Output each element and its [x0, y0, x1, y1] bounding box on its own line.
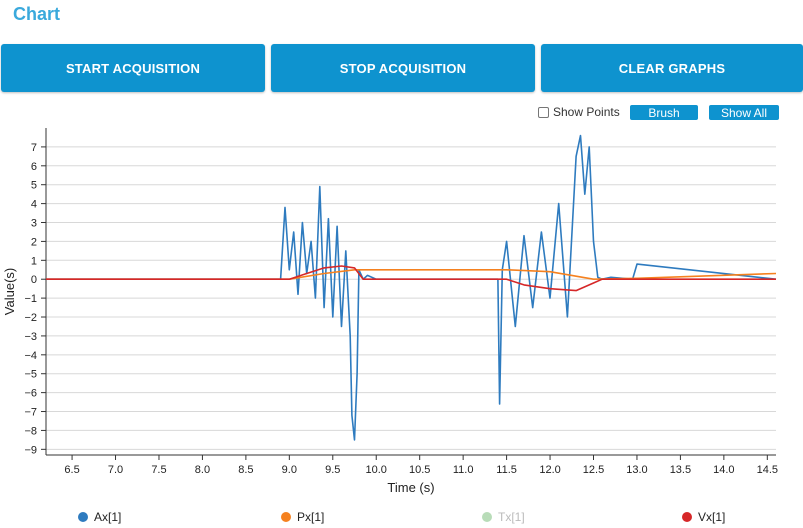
series-line-px-1	[46, 269, 777, 280]
clear-graphs-button[interactable]: CLEAR GRAPHS	[541, 44, 803, 92]
y-tick-label: −1	[24, 293, 37, 305]
y-tick-label: −7	[24, 407, 37, 419]
y-tick-label: 3	[31, 218, 37, 230]
x-tick-label: 11.0	[453, 464, 474, 476]
x-tick-label: 9.5	[325, 464, 340, 476]
y-tick-label: −2	[24, 312, 37, 324]
start-acquisition-button[interactable]: START ACQUISITION	[1, 44, 265, 92]
x-tick-label: 13.0	[626, 464, 647, 476]
series-line-ax-1	[46, 134, 777, 441]
y-tick-label: −5	[24, 369, 37, 381]
x-tick-label: 7.0	[108, 464, 123, 476]
legend-dot-icon	[78, 512, 88, 522]
x-tick-label: 12.0	[539, 464, 560, 476]
y-tick-label: −8	[24, 425, 37, 437]
x-tick-label: 13.5	[670, 464, 691, 476]
y-tick-label: −3	[24, 331, 37, 343]
series-line-vx-1	[46, 265, 776, 292]
show-points-toggle[interactable]: Show Points	[538, 105, 620, 119]
legend-label: Ax[1]	[94, 510, 122, 524]
y-tick-label: −9	[24, 444, 37, 456]
chart-series	[46, 134, 777, 441]
x-tick-label: 10.0	[366, 464, 387, 476]
line-chart[interactable]: 7 6 5 4 3 2 1 0 −1 −2 −3 −4 −5 −6 −7 −8 −9 6.5 7.0 7.5 8.0 8.…	[0, 125, 803, 505]
brush-button[interactable]: Brush	[630, 105, 698, 120]
legend-item-px-1[interactable]: Px[1]	[281, 510, 324, 524]
y-tick-label: −6	[24, 388, 37, 400]
page-title: Chart	[13, 4, 61, 24]
legend-dot-icon	[682, 512, 692, 522]
stop-acquisition-button[interactable]: STOP ACQUISITION	[271, 44, 535, 92]
y-tick-label: 6	[31, 161, 37, 173]
x-tick-label: 9.0	[282, 464, 297, 476]
chart-grid	[46, 146, 776, 450]
x-tick-label: 10.5	[409, 464, 430, 476]
y-tick-label: −4	[24, 350, 37, 362]
y-tick-label: 2	[31, 236, 37, 248]
y-tick-label: 4	[31, 199, 37, 211]
x-tick-label: 8.0	[195, 464, 210, 476]
y-tick-label: 7	[31, 142, 37, 154]
legend-dot-icon	[281, 512, 291, 522]
legend-item-ax-1[interactable]: Ax[1]	[78, 510, 121, 524]
chart-axes: 7 6 5 4 3 2 1 0 −1 −2 −3 −4 −5 −6 −7 −8 −9 6.5 7.0 7.5 8.0 8.…	[24, 128, 778, 476]
chart-legend: Ax[1] Px[1] Tx[1] Vx[1]	[0, 510, 803, 526]
x-tick-label: 8.5	[238, 464, 253, 476]
x-tick-label: 14.0	[713, 464, 734, 476]
y-tick-label: 0	[31, 274, 37, 286]
show-points-label: Show Points	[553, 105, 620, 119]
x-tick-label: 14.5	[757, 464, 778, 476]
legend-label: Vx[1]	[698, 510, 726, 524]
show-all-button[interactable]: Show All	[709, 105, 779, 120]
y-tick-label: 5	[31, 180, 37, 192]
y-axis-label: Value(s)	[2, 268, 17, 315]
legend-dot-icon	[482, 512, 492, 522]
y-tick-label: 1	[31, 255, 37, 267]
legend-label: Px[1]	[297, 510, 325, 524]
x-tick-label: 11.5	[496, 464, 517, 476]
legend-item-tx-1[interactable]: Tx[1]	[482, 510, 525, 524]
x-tick-label: 6.5	[64, 464, 79, 476]
x-axis-label: Time (s)	[387, 480, 434, 495]
x-tick-label: 12.5	[583, 464, 604, 476]
legend-label: Tx[1]	[498, 510, 525, 524]
show-points-checkbox[interactable]	[538, 106, 549, 118]
legend-item-vx-1[interactable]: Vx[1]	[682, 510, 725, 524]
x-tick-label: 7.5	[151, 464, 166, 476]
